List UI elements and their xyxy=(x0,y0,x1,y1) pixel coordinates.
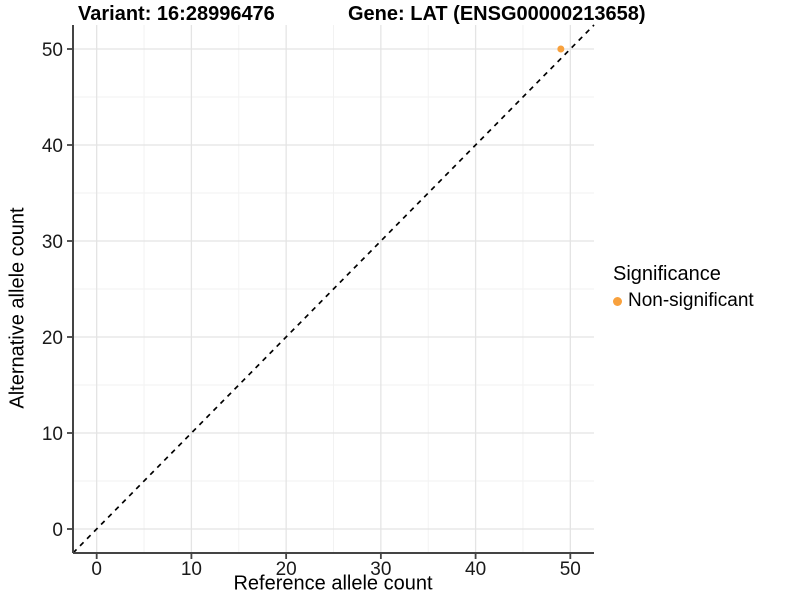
x-axis-title: Reference allele count xyxy=(233,572,433,595)
y-tick-label: 30 xyxy=(42,232,63,253)
legend-title: Significance xyxy=(613,263,721,285)
legend-item-label: Non-significant xyxy=(628,290,754,311)
x-tick-label: 20 xyxy=(276,559,297,580)
y-tick-label: 20 xyxy=(42,328,63,349)
y-tick-label: 40 xyxy=(42,136,63,157)
identity-line xyxy=(72,24,595,554)
legend: Significance Non-significant xyxy=(613,263,754,312)
x-tick-label: 50 xyxy=(560,559,581,580)
plot-title-variant: Variant: 16:28996476 xyxy=(78,3,275,25)
legend-swatch-dot xyxy=(613,296,622,306)
x-tick-label: 10 xyxy=(181,559,202,580)
x-tick-label: 30 xyxy=(370,559,391,580)
y-tick-label: 0 xyxy=(52,520,63,541)
legend-item: Non-significant xyxy=(613,290,754,312)
data-point xyxy=(557,45,565,53)
x-tick-label: 0 xyxy=(91,559,102,580)
y-tick-label: 10 xyxy=(42,424,63,445)
x-tick-label: 40 xyxy=(465,559,486,580)
plot-title-gene: Gene: LAT (ENSG00000213658) xyxy=(348,3,646,25)
y-axis-title: Alternative allele count xyxy=(6,207,29,409)
y-tick-label: 50 xyxy=(42,40,63,61)
